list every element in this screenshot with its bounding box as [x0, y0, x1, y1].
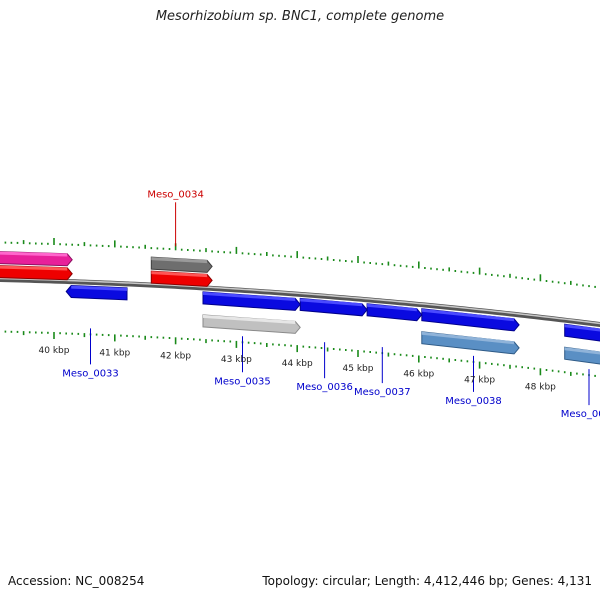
gene-label[interactable]: Meso_0034	[147, 189, 204, 200]
feature-highlight	[0, 265, 68, 271]
feature-highlight	[71, 285, 127, 291]
gene-feature-f_steel2[interactable]	[564, 346, 600, 365]
genome-summary-text: Topology: circular; Length: 4,412,446 bp…	[262, 574, 592, 588]
feature-highlight	[0, 251, 68, 257]
gene-feature-Meso_0037[interactable]	[366, 303, 423, 322]
kbp-label: 42 kbp	[160, 351, 191, 361]
kbp-label: 40 kbp	[39, 346, 70, 356]
gene-label[interactable]: Meso_0039	[561, 409, 600, 420]
feature-highlight	[367, 303, 417, 312]
gene-feature-Meso_0033[interactable]	[65, 284, 128, 301]
feature-highlight	[151, 271, 208, 278]
genome-backbone	[0, 276, 600, 328]
gene-label[interactable]: Meso_0035	[214, 376, 271, 387]
map-title: Mesorhizobium sp. BNC1, complete genome	[155, 9, 445, 24]
gene-features	[0, 251, 600, 365]
gene-label[interactable]: Meso_0038	[445, 396, 502, 407]
feature-highlight	[300, 298, 363, 307]
gene-feature-f_steel1[interactable]	[421, 331, 520, 355]
feature-highlight	[421, 331, 515, 345]
kbp-label: 44 kbp	[282, 359, 313, 369]
gene-label[interactable]: Meso_0033	[62, 368, 119, 379]
gene-feature-f_red1[interactable]	[0, 265, 73, 281]
gene-feature-f_lightgray[interactable]	[202, 314, 301, 334]
feature-highlight	[421, 308, 515, 322]
gene-feature-f_gray[interactable]	[150, 256, 213, 273]
gene-feature-Meso_0036[interactable]	[299, 297, 368, 317]
kbp-label: 41 kbp	[99, 348, 130, 358]
tick-marks	[4, 238, 596, 377]
gene-label[interactable]: Meso_0036	[296, 382, 353, 393]
feature-highlight	[564, 324, 600, 332]
gene-feature-f_red2[interactable]	[150, 270, 213, 287]
feature-highlight	[203, 314, 296, 324]
gene-feature-Meso_0038[interactable]	[421, 308, 520, 332]
accession-text: Accession: NC_008254	[8, 574, 145, 588]
kbp-label: 46 kbp	[403, 370, 434, 380]
feature-highlight	[564, 347, 600, 355]
kbp-label: 45 kbp	[343, 364, 374, 374]
kbp-label: 48 kbp	[525, 382, 556, 392]
gene-label[interactable]: Meso_0037	[354, 387, 411, 398]
gene-feature-f_pink[interactable]	[0, 251, 73, 267]
kbp-label: 43 kbp	[221, 355, 252, 365]
label-leaders	[90, 202, 590, 406]
gene-feature-Meso_0039[interactable]	[564, 323, 600, 342]
feature-highlight	[151, 257, 208, 264]
kbp-label: 47 kbp	[464, 376, 495, 386]
gene-feature-Meso_0035[interactable]	[202, 291, 301, 311]
map-labels: 40 kbp 41 kbp 42 kbp 43 kbp 44 kbp 45 kbp 46 k…	[39, 189, 600, 420]
backbone-highlight	[0, 277, 600, 325]
backbone-line	[0, 276, 600, 328]
feature-highlight	[203, 291, 296, 301]
